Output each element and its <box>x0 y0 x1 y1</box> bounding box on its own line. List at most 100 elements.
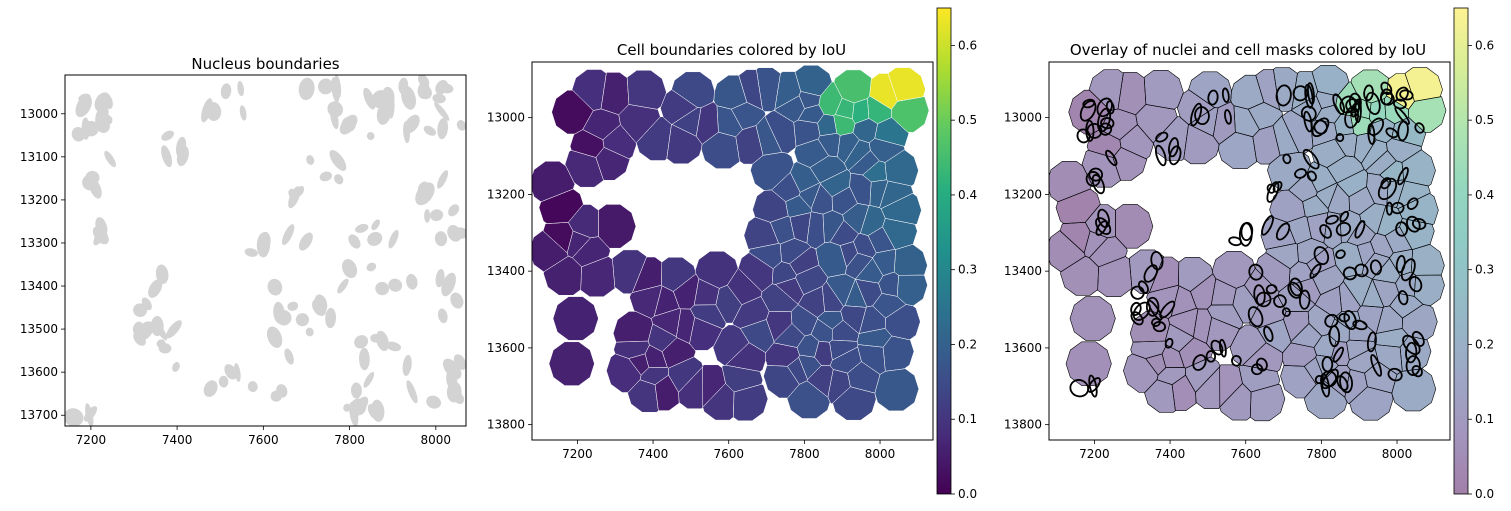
cell-polygon <box>702 364 726 408</box>
nucleus-outline <box>1390 201 1405 215</box>
cell-polygon <box>1188 107 1219 137</box>
cell-polygon <box>606 353 642 393</box>
nucleus-outline <box>1369 259 1383 276</box>
cell-polygon <box>891 96 930 133</box>
cell-polygon <box>852 118 878 144</box>
cell-polygon <box>893 244 928 276</box>
colorbar-tick-label: 0.2 <box>958 337 977 351</box>
nucleus-shape <box>434 102 450 121</box>
cell-polygon <box>733 383 769 422</box>
cell-polygon <box>532 161 576 203</box>
cell-polygon <box>887 67 926 102</box>
nucleus-outline <box>1411 330 1425 347</box>
nucleus-shape <box>282 224 295 246</box>
nucleus-shape <box>256 232 271 258</box>
nucleus-outline <box>1405 355 1421 376</box>
nucleus-shape <box>150 316 164 337</box>
nucleus-shape <box>306 155 315 165</box>
nucleus-shape <box>366 262 377 272</box>
cell-polygon <box>1145 353 1167 376</box>
cell-polygon <box>814 340 833 366</box>
nucleus-outline <box>1219 338 1227 358</box>
nucleus-shape <box>276 310 292 326</box>
x-tick-label: 7200 <box>76 433 107 447</box>
nucleus-outline <box>1394 106 1410 125</box>
panel2-title: Cell boundaries colored by IoU <box>617 41 846 59</box>
cell-polygon <box>1115 204 1154 249</box>
y-tick-label: 13600 <box>1004 341 1042 355</box>
nucleus-outline <box>1275 222 1291 241</box>
nucleus-outline <box>1344 106 1359 129</box>
panel-overlay: Overlay of nuclei and cell masks colored… <box>1004 7 1494 501</box>
nucleus-shape <box>402 354 412 376</box>
nucleus-shape <box>78 93 91 103</box>
nucleus-shape <box>441 272 456 297</box>
nucleus-outline <box>1266 183 1276 194</box>
cell-polygon <box>763 365 800 399</box>
cell-polygon <box>773 323 806 348</box>
nucleus-outline <box>1405 341 1418 364</box>
cell-polygon <box>1410 243 1445 276</box>
cell-polygon <box>1219 364 1243 408</box>
nucleus-shape <box>267 278 283 296</box>
cell-polygon <box>1123 353 1159 393</box>
cell-polygon <box>797 104 825 124</box>
cell-polygon <box>1303 380 1348 419</box>
nucleus-outline <box>1273 294 1287 308</box>
cell-polygon <box>789 212 812 244</box>
nucleus-shape <box>329 150 347 171</box>
nucleus-outline <box>1130 301 1142 316</box>
cell-polygon <box>666 124 703 165</box>
nucleus-outline <box>1300 105 1317 122</box>
panel-nucleus-boundaries: Nucleus boundaries 7200 7400 7600 7800 8000 … <box>20 55 467 447</box>
cell-polygon <box>1218 131 1258 169</box>
nucleus-outline <box>1210 339 1224 356</box>
x-tick-label: 8000 <box>1382 447 1413 461</box>
cell-polygon <box>879 180 914 209</box>
nucleus-outline <box>1339 210 1350 223</box>
cell-polygon <box>842 203 870 235</box>
cell-polygon <box>1331 340 1350 366</box>
cell-polygon <box>735 125 764 165</box>
cell-polygon <box>548 341 595 386</box>
nucleus-shape <box>341 116 356 132</box>
cell-polygon <box>595 147 631 181</box>
cell-polygon <box>817 133 841 158</box>
cell-polygon <box>1255 69 1280 111</box>
nucleus-shape <box>334 174 344 185</box>
nucleus-shape <box>337 278 349 294</box>
y-tick-label: 13200 <box>1004 187 1042 201</box>
cell-polygon <box>626 70 667 110</box>
cell-polygon <box>874 368 920 412</box>
nucleus-outline <box>1397 290 1409 306</box>
nucleus-outline <box>1247 306 1264 328</box>
nucleus-shape <box>386 341 402 352</box>
nucleus-shape <box>298 77 315 101</box>
colorbar-tick-label: 0.6 <box>1475 38 1494 52</box>
nucleus-shape <box>220 83 232 100</box>
nucleus-shape <box>266 326 283 348</box>
nucleus-shape <box>319 171 333 182</box>
nucleus-shape <box>406 273 418 290</box>
nucleus-shape <box>403 121 410 144</box>
nucleus-shape <box>367 231 383 246</box>
nucleus-shape <box>175 136 187 158</box>
y-tick-label: 13000 <box>1004 111 1042 125</box>
x-tick-label: 7600 <box>1230 447 1261 461</box>
nucleus-shape <box>450 292 464 309</box>
nucleus-shape <box>401 85 416 110</box>
nucleus-outline <box>1265 284 1278 295</box>
panel1-y-ticks: 13000 13100 13200 13300 13400 13500 13600 13700 <box>20 107 65 422</box>
nucleus-shape <box>359 347 370 371</box>
panel3-x-ticks: 7200 7400 7600 7800 8000 <box>1079 440 1412 461</box>
nucleus-outline <box>1319 224 1333 239</box>
nucleus-shape <box>366 131 375 141</box>
cell-polygon <box>1193 308 1213 344</box>
nucleus-outline <box>1082 98 1096 109</box>
y-tick-label: 13400 <box>487 264 525 278</box>
nucleus-outline <box>1224 109 1232 125</box>
nucleus-shape <box>343 403 351 412</box>
x-tick-label: 7400 <box>638 447 669 461</box>
nucleus-outline <box>1190 102 1203 127</box>
nucleus-outline <box>1281 307 1291 317</box>
